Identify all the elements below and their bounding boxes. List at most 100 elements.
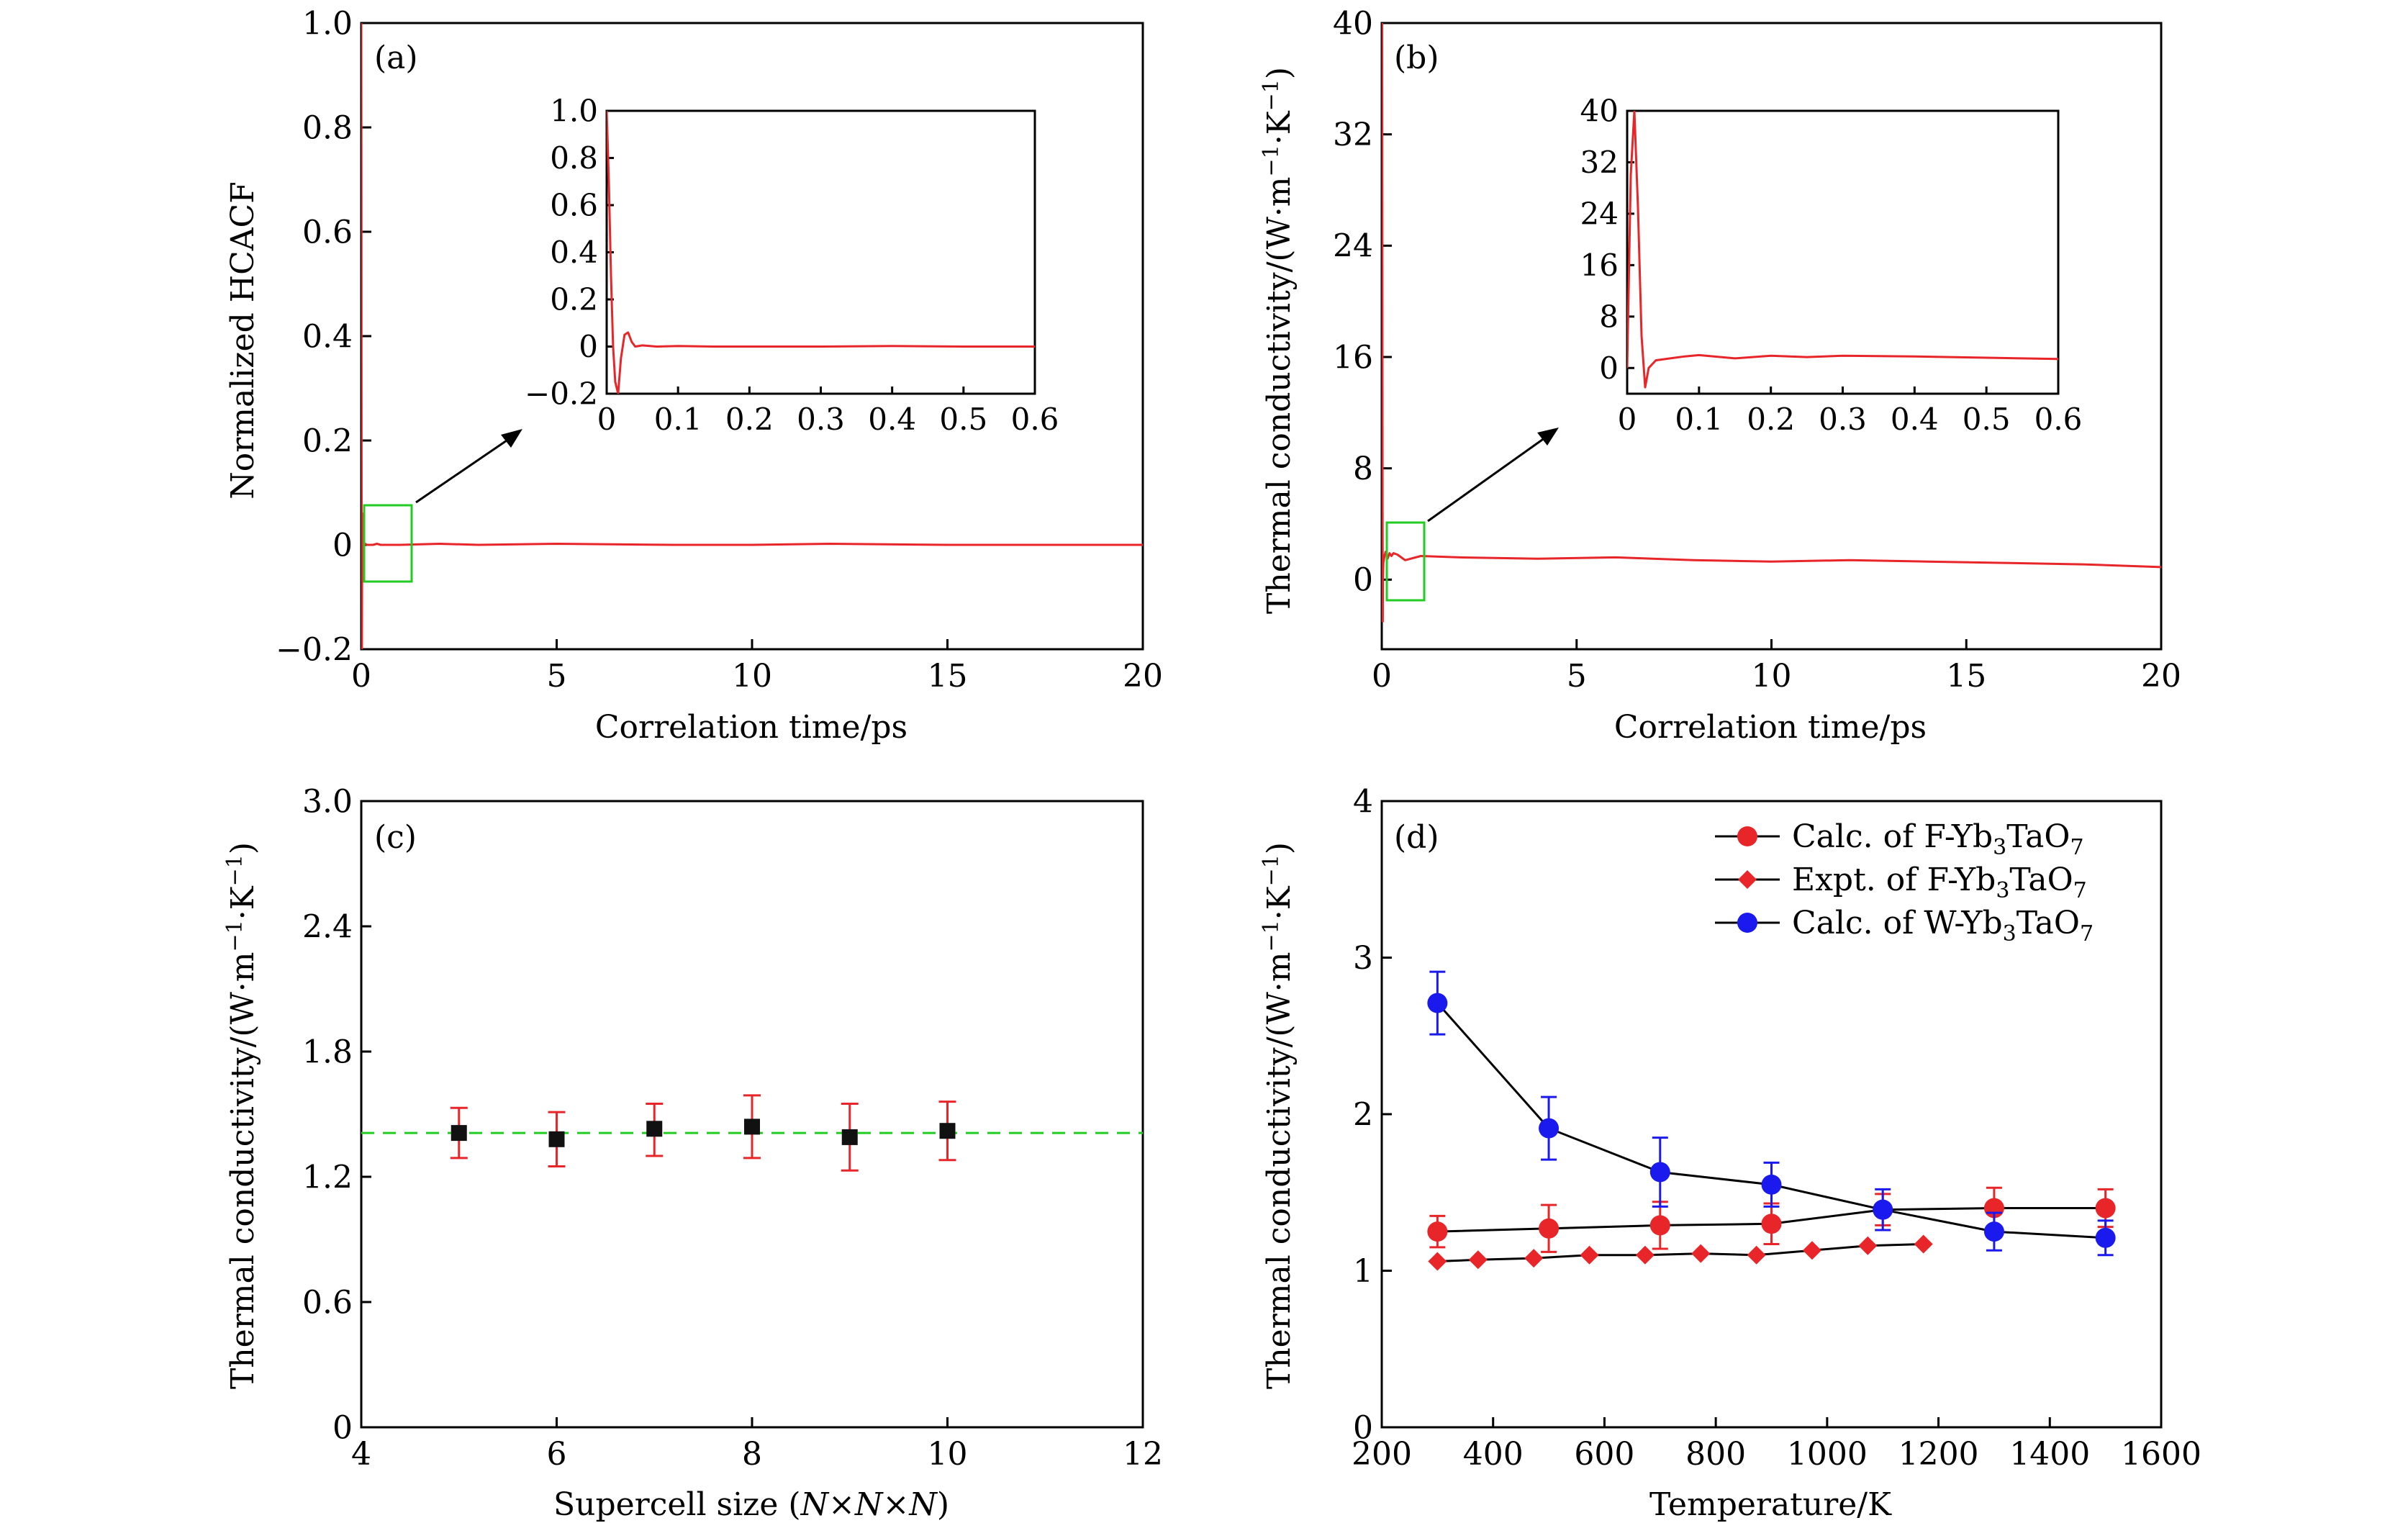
legend-entry-3-marker: [1737, 913, 1757, 933]
panel-a-y-tick-label: 0.8: [302, 109, 353, 146]
panel-c-y-tick-label: 1.2: [302, 1159, 353, 1196]
panel-a-inset-x-tick-label: 0.5: [939, 402, 987, 437]
panel-a: 0 5 10 15 20−0.200.20.40.60.81.00 0.1 0.2 0.3 0.…: [225, 5, 1163, 746]
panel-c-y-tick-label: 1.8: [302, 1034, 353, 1070]
panel-b-inset-y-tick-label: 0: [1599, 351, 1619, 386]
panel-b-y-tick-label: 40: [1333, 5, 1373, 42]
panel-d-x-axis-label: Temperature/K: [1649, 1486, 1892, 1523]
panel-d-series-3-point: [1427, 993, 1448, 1013]
panel-b-inset-x-tick-label: 0.5: [1963, 402, 2011, 437]
panel-d-series-3-point: [1873, 1199, 1893, 1220]
panel-b-inset-y-tick-label: 16: [1580, 248, 1619, 283]
panel-b-inset-x-tick-label: 0.2: [1747, 402, 1795, 437]
panel-d-y-tick-label: 2: [1353, 1096, 1373, 1133]
panel-b-x-tick-label: 20: [2141, 658, 2181, 695]
panel-a-inset-y-tick-label: 0.6: [550, 188, 598, 223]
panel-a-inset-line: [607, 111, 1035, 394]
panel-c-data-point: [548, 1131, 565, 1147]
panel-d-series-2-point: [1524, 1249, 1544, 1268]
panel-d-series-2-point: [1747, 1245, 1766, 1265]
panel-b-y-tick-label: 24: [1333, 228, 1373, 265]
panel-a-y-tick-label: −0.2: [276, 631, 353, 668]
panel-c-data-point: [646, 1121, 663, 1137]
panel-b-inset-y-tick-label: 32: [1580, 145, 1619, 180]
panel-d-series-2-point: [1691, 1244, 1711, 1263]
panel-c-y-tick-label: 0: [332, 1409, 353, 1446]
panel-b-y-tick-label: 16: [1333, 339, 1373, 376]
panel-b-inset-y-tick-label: 24: [1580, 196, 1619, 232]
panel-a-y-tick-label: 0.4: [302, 318, 353, 355]
panel-a-label: (a): [374, 40, 418, 76]
panel-a-hcacf-line: [361, 23, 1143, 649]
panel-a-y-axis-label: Normalized HCACF: [225, 181, 261, 500]
panel-a-zoom-arrow: [415, 436, 512, 504]
panel-d-x-tick-label: 1000: [1787, 1436, 1868, 1473]
panel-d-y-tick-label: 3: [1353, 940, 1373, 977]
panel-c-y-tick-label: 3.0: [302, 783, 353, 820]
panel-a-inset-y-tick-label: 1.0: [550, 94, 598, 129]
panel-b-zoom-arrowhead: [1537, 428, 1559, 446]
panel-d-series-2-point: [1428, 1252, 1447, 1271]
panel-a-inset-y-tick-label: 0: [579, 329, 598, 364]
panel-d-x-tick-label: 800: [1685, 1436, 1746, 1473]
panel-d-series-2-point: [1858, 1236, 1878, 1255]
panel-a-y-tick-label: 0.2: [302, 422, 353, 459]
panel-b-inset-x-tick-label: 0.6: [2034, 402, 2083, 437]
panel-b-inset-y-tick-label: 40: [1580, 94, 1619, 129]
panel-b-zoom-arrow: [1427, 435, 1548, 523]
panel-b-inset-x-tick-label: 0: [1618, 402, 1637, 437]
panel-a-x-tick-label: 15: [928, 658, 968, 695]
panel-d-series-1-point: [1427, 1221, 1448, 1242]
panel-d-y-tick-label: 0: [1353, 1409, 1373, 1446]
panel-d-series-3-point: [1983, 1221, 2004, 1242]
panel-c-y-tick-label: 2.4: [302, 908, 353, 945]
panel-a-plot-area: 0 5 10 15 20−0.200.20.40.60.81.00 0.1 0.2 0.3 0.…: [276, 5, 1163, 695]
panel-c-data-point: [939, 1123, 956, 1139]
panel-a-inset-y-tick-label: −0.2: [525, 376, 598, 412]
panel-d-y-tick-label: 1: [1353, 1253, 1373, 1290]
panel-a-zoom-arrowhead: [501, 429, 522, 448]
panel-d-series-2-point: [1468, 1250, 1488, 1270]
panel-b-conductivity-line: [1382, 23, 2161, 623]
panel-a-inset-x-tick-label: 0.6: [1011, 402, 1059, 437]
panel-c-data-point: [451, 1125, 467, 1142]
panel-c-x-tick-label: 4: [351, 1436, 371, 1473]
panel-d-y-tick-label: 4: [1353, 783, 1373, 820]
panel-b-inset-x-tick-label: 0.3: [1819, 402, 1867, 437]
panel-a-x-tick-label: 20: [1123, 658, 1163, 695]
panel-b-inset-y-tick-label: 8: [1599, 299, 1619, 335]
panel-d-series-2-line: [1437, 1243, 1924, 1262]
panel-b-inset-line: [1627, 111, 2058, 389]
panel-d-series-3-point: [1649, 1162, 1670, 1183]
panel-b-plot-area: 0 5 10 15 20 0 8 16 24 32 40 0 0.1 0.2 0.3 0.4 0.5 0.6 0 8 1…: [1333, 5, 2181, 695]
panel-d-x-tick-label: 1200: [1898, 1436, 1979, 1473]
panel-b-y-tick-label: 8: [1353, 451, 1373, 487]
panel-b-y-tick-label: 0: [1353, 562, 1373, 599]
panel-a-y-tick-label: 0: [332, 527, 353, 564]
panel-d: 200 400 600 800 1000 1200 1400 1600 0 1 2 3 4 (d) Te…: [1259, 783, 2201, 1523]
panel-a-x-tick-label: 5: [547, 658, 567, 695]
panel-c-x-tick-label: 6: [547, 1436, 567, 1473]
panel-b-inset-bg: [1627, 111, 2058, 394]
panel-d-label: (d): [1394, 819, 1439, 856]
panel-b-x-tick-label: 5: [1567, 658, 1587, 695]
panel-d-series-1-point: [1539, 1218, 1560, 1239]
panel-a-zoom-box: [363, 504, 413, 583]
panel-b-inset-x-tick-label: 0.1: [1675, 402, 1723, 437]
panel-a-y-tick-label: 1.0: [302, 5, 353, 42]
panel-d-x-tick-label: 600: [1574, 1436, 1634, 1473]
panel-d-x-tick-label: 1400: [2009, 1436, 2090, 1473]
panel-a-inset-x-tick-label: 0.2: [725, 402, 774, 437]
panel-d-x-tick-label: 400: [1463, 1436, 1524, 1473]
panel-a-inset-y-tick-label: 0.2: [550, 282, 598, 317]
panel-c-x-tick-label: 8: [742, 1436, 762, 1473]
panel-a-inset-bg: [607, 111, 1035, 394]
panel-a-x-tick-label: 10: [732, 658, 772, 695]
panel-c-x-tick-label: 12: [1123, 1436, 1163, 1473]
panel-a-inset-y-tick-label: 0.4: [550, 235, 598, 270]
panel-d-x-tick-label: 1600: [2121, 1436, 2201, 1473]
panel-d-series-3-point: [1761, 1174, 1782, 1195]
panel-d-series-2-point: [1635, 1245, 1655, 1265]
